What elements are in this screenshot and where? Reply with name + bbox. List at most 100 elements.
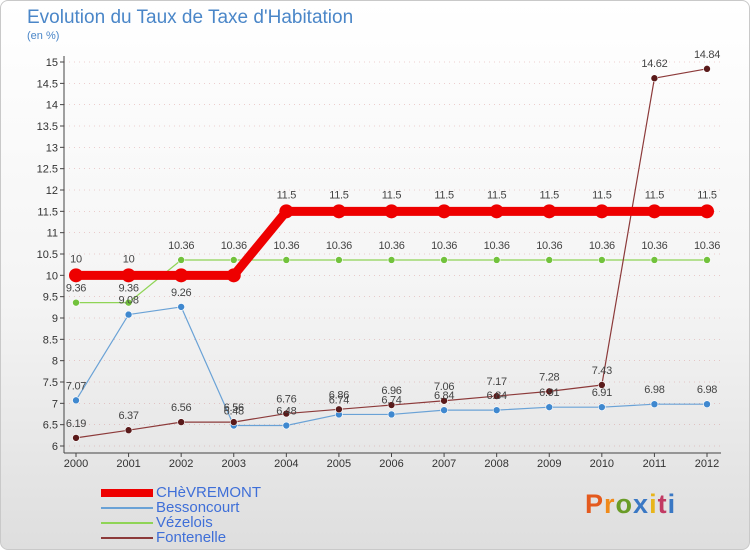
x-tick-label: 2002 bbox=[169, 458, 193, 470]
data-label: 9.36 bbox=[118, 283, 138, 295]
y-tick-label: 6.5 bbox=[43, 420, 58, 432]
legend-swatch bbox=[101, 488, 153, 497]
legend-item: Fontenelle bbox=[101, 530, 261, 545]
data-label: 11.5 bbox=[697, 189, 717, 201]
data-label: 10.36 bbox=[484, 240, 510, 252]
x-tick-label: 2005 bbox=[327, 458, 351, 470]
data-label: 6.98 bbox=[697, 384, 717, 396]
data-point bbox=[174, 268, 189, 283]
data-point bbox=[700, 204, 714, 219]
data-label: 6.96 bbox=[381, 385, 401, 397]
data-point bbox=[492, 392, 501, 400]
x-tick-label: 2004 bbox=[274, 458, 298, 470]
logo-letter: r bbox=[604, 489, 616, 519]
series-line-3 bbox=[75, 68, 708, 439]
legend-label: Bessoncourt bbox=[156, 499, 240, 516]
x-tick-label: 2006 bbox=[379, 458, 403, 470]
x-tick-label: 2000 bbox=[64, 458, 88, 470]
y-tick-label: 10 bbox=[46, 270, 58, 282]
data-point bbox=[598, 403, 606, 411]
data-label: 10.36 bbox=[378, 240, 404, 252]
data-label: 10.36 bbox=[536, 240, 562, 252]
data-point bbox=[440, 406, 448, 414]
data-label: 14.84 bbox=[694, 49, 720, 61]
data-point bbox=[440, 256, 448, 264]
data-point bbox=[177, 418, 185, 426]
y-tick-label: 15 bbox=[46, 57, 58, 69]
legend-label: CHèVREMONT bbox=[156, 484, 262, 501]
legend-item: Bessoncourt bbox=[101, 500, 261, 515]
data-point bbox=[542, 204, 557, 219]
data-point bbox=[492, 256, 501, 264]
data-point bbox=[650, 400, 659, 408]
y-tick-label: 9 bbox=[52, 313, 58, 325]
data-label: 9.36 bbox=[66, 283, 86, 295]
x-tick-label: 2003 bbox=[222, 458, 246, 470]
data-label: 9.26 bbox=[171, 287, 191, 299]
y-tick-label: 6 bbox=[52, 441, 58, 453]
data-point bbox=[72, 396, 80, 405]
data-label: 10.36 bbox=[273, 240, 299, 252]
data-label: 11.5 bbox=[487, 189, 507, 201]
data-point bbox=[650, 256, 659, 264]
logo-letter: i bbox=[667, 489, 677, 519]
legend-swatch bbox=[101, 536, 153, 539]
proxiti-logo: Proxiti bbox=[585, 489, 676, 520]
legend: CHèVREMONT Bessoncourt Vézelois Fontenelle bbox=[101, 485, 261, 545]
data-point bbox=[121, 268, 136, 283]
data-label: 6.48 bbox=[224, 406, 244, 418]
data-label: 7.43 bbox=[592, 365, 612, 377]
x-tick-label: 2007 bbox=[432, 458, 456, 470]
x-tick-label: 2001 bbox=[116, 458, 140, 470]
data-point bbox=[229, 256, 238, 264]
data-point bbox=[229, 418, 238, 426]
y-tick-label: 14 bbox=[46, 100, 58, 112]
y-unit-label: (en %) bbox=[27, 30, 60, 42]
data-label: 6.56 bbox=[171, 402, 191, 414]
data-label: 10.36 bbox=[221, 240, 247, 252]
y-tick-label: 13 bbox=[46, 142, 58, 154]
data-label: 6.91 bbox=[539, 387, 559, 399]
data-label: 6.86 bbox=[329, 389, 349, 401]
legend-swatch bbox=[101, 506, 153, 509]
data-label: 11.5 bbox=[277, 189, 297, 201]
logo-letter: i bbox=[649, 489, 658, 519]
data-label: 6.56 bbox=[224, 402, 244, 414]
data-point bbox=[489, 204, 504, 219]
data-label: 10.36 bbox=[641, 240, 667, 252]
data-label: 14.62 bbox=[641, 58, 667, 70]
y-tick-label: 12 bbox=[46, 185, 58, 197]
data-point bbox=[387, 410, 396, 419]
data-label: 10.36 bbox=[431, 240, 457, 252]
data-point bbox=[177, 256, 185, 264]
legend-item: Vézelois bbox=[101, 515, 261, 530]
legend-label: Fontenelle bbox=[156, 529, 227, 546]
data-point bbox=[335, 256, 343, 264]
data-label: 6.74 bbox=[329, 394, 349, 406]
data-label: 6.37 bbox=[118, 410, 138, 422]
data-point bbox=[282, 256, 291, 264]
data-point bbox=[440, 396, 448, 405]
data-point bbox=[124, 310, 133, 319]
data-point bbox=[282, 421, 291, 430]
data-label: 7.07 bbox=[66, 380, 86, 392]
y-tick-label: 8 bbox=[52, 356, 58, 368]
y-tick-label: 14.5 bbox=[37, 78, 58, 90]
data-label: 11.5 bbox=[592, 189, 612, 201]
data-label: 10.36 bbox=[694, 240, 720, 252]
data-point bbox=[650, 74, 659, 83]
data-point bbox=[492, 406, 501, 414]
data-label: 6.76 bbox=[276, 394, 296, 406]
data-point bbox=[647, 204, 662, 219]
data-point bbox=[384, 204, 399, 219]
x-tick-label: 2009 bbox=[537, 458, 561, 470]
data-label: 6.98 bbox=[644, 384, 664, 396]
data-point bbox=[387, 256, 396, 264]
logo-letter: o bbox=[615, 489, 634, 519]
data-point bbox=[703, 400, 711, 408]
legend-swatch bbox=[101, 521, 153, 524]
y-tick-label: 10.5 bbox=[37, 249, 58, 261]
logo-letter: t bbox=[657, 489, 668, 519]
